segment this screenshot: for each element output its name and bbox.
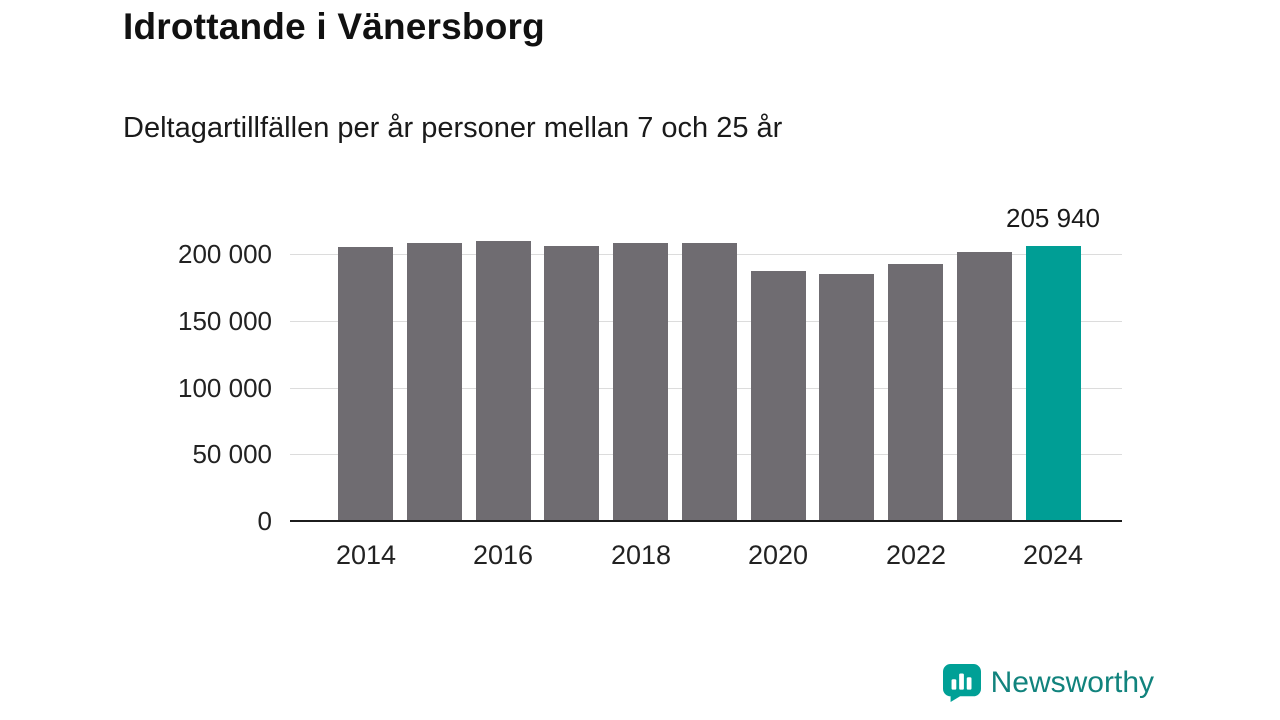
x-axis-tick-label: 2022 <box>885 540 947 570</box>
brand-logo: Newsworthy <box>942 664 1154 702</box>
bar-chart-bubble-icon <box>942 664 981 702</box>
bar-2018 <box>613 243 668 521</box>
brand-name: Newsworthy <box>990 666 1154 699</box>
bar-2016 <box>476 241 531 521</box>
y-axis-tick-label: 0 <box>257 506 272 536</box>
bar-2023 <box>957 252 1012 521</box>
y-axis-tick-label: 150 000 <box>178 306 272 336</box>
bar-2019 <box>682 243 737 521</box>
bar-2022 <box>888 264 943 521</box>
bar-2020 <box>751 271 806 521</box>
bar-2021 <box>819 274 874 521</box>
value-annotation: 205 940 <box>1006 203 1100 233</box>
x-axis-line <box>290 520 1122 522</box>
bar-2017 <box>544 246 599 521</box>
x-axis-tick-label: 2020 <box>747 540 809 570</box>
bar-2024 <box>1026 246 1081 521</box>
x-axis-tick-label: 2016 <box>472 540 534 570</box>
y-axis-tick-label: 200 000 <box>178 239 272 269</box>
y-axis-tick-label: 100 000 <box>178 373 272 403</box>
x-axis-tick-label: 2014 <box>335 540 397 570</box>
bar-2014 <box>338 247 393 521</box>
page-title: Idrottande i Vänersborg <box>123 6 545 47</box>
y-axis-tick-label: 50 000 <box>192 439 272 469</box>
bar-2015 <box>407 243 462 521</box>
x-axis-tick-label: 2018 <box>610 540 672 570</box>
chart-subtitle: Deltagartillfällen per år personer mella… <box>123 112 783 144</box>
x-axis-tick-label: 2024 <box>1022 540 1084 570</box>
